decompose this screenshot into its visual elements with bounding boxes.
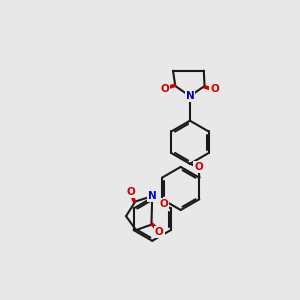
Text: N: N — [186, 91, 194, 101]
Text: O: O — [194, 162, 203, 172]
Text: O: O — [159, 199, 168, 209]
Text: O: O — [127, 187, 136, 196]
Text: O: O — [155, 227, 164, 237]
Text: N: N — [148, 191, 157, 201]
Text: O: O — [160, 84, 169, 94]
Text: O: O — [211, 84, 219, 94]
